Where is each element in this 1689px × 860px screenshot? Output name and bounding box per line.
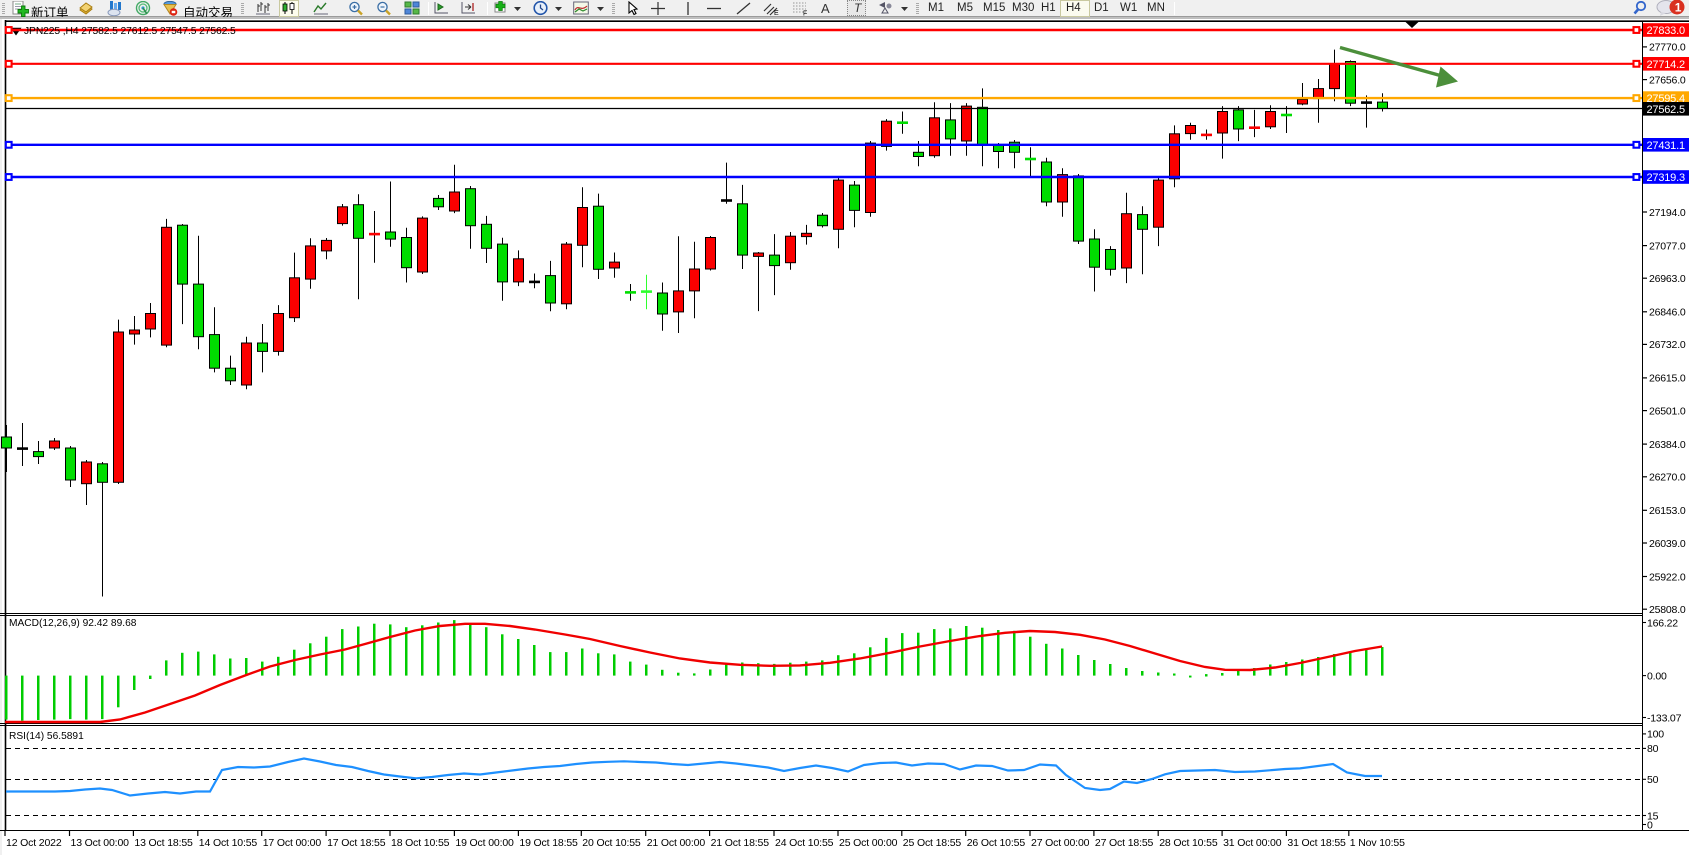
- svg-text:21 Oct 00:00: 21 Oct 00:00: [647, 837, 706, 849]
- svg-text:27656.0: 27656.0: [1649, 74, 1686, 86]
- svg-text:28 Oct 10:55: 28 Oct 10:55: [1159, 837, 1218, 849]
- svg-text:19 Oct 18:55: 19 Oct 18:55: [519, 837, 578, 849]
- svg-text:26039.0: 26039.0: [1649, 538, 1686, 550]
- svg-text:27431.1: 27431.1: [1647, 140, 1685, 152]
- svg-text:26615.0: 26615.0: [1649, 373, 1686, 385]
- svg-text:0: 0: [1647, 819, 1653, 831]
- svg-text:17 Oct 00:00: 17 Oct 00:00: [263, 837, 322, 849]
- svg-text:-133.07: -133.07: [1647, 712, 1682, 724]
- svg-text:15: 15: [1647, 810, 1659, 822]
- svg-text:100: 100: [1647, 729, 1664, 741]
- svg-text:21 Oct 18:55: 21 Oct 18:55: [711, 837, 770, 849]
- svg-text:14 Oct 10:55: 14 Oct 10:55: [199, 837, 258, 849]
- svg-text:31 Oct 00:00: 31 Oct 00:00: [1223, 837, 1282, 849]
- svg-text:27833.0: 27833.0: [1647, 25, 1685, 37]
- svg-text:25922.0: 25922.0: [1649, 571, 1686, 583]
- svg-text:31 Oct 18:55: 31 Oct 18:55: [1287, 837, 1346, 849]
- svg-text:27 Oct 18:55: 27 Oct 18:55: [1095, 837, 1154, 849]
- svg-text:27770.0: 27770.0: [1649, 42, 1686, 54]
- svg-text:80: 80: [1647, 743, 1659, 755]
- svg-text:MACD(12,26,9) 92.42 89.68: MACD(12,26,9) 92.42 89.68: [9, 618, 137, 629]
- svg-text:JPN225 ,H4 27582.5 27612.5 27: JPN225 ,H4 27582.5 27612.5 27547.5 27562…: [24, 26, 236, 37]
- svg-text:13 Oct 18:55: 13 Oct 18:55: [134, 837, 193, 849]
- svg-text:1: 1: [1675, 1, 1682, 15]
- svg-text:26846.0: 26846.0: [1649, 307, 1686, 319]
- svg-text:0.00: 0.00: [1647, 670, 1667, 682]
- svg-text:26384.0: 26384.0: [1649, 439, 1686, 451]
- svg-text:25 Oct 18:55: 25 Oct 18:55: [903, 837, 962, 849]
- svg-text:12 Oct 2022: 12 Oct 2022: [6, 837, 62, 849]
- svg-text:17 Oct 18:55: 17 Oct 18:55: [327, 837, 386, 849]
- svg-text:26732.0: 26732.0: [1649, 339, 1686, 351]
- svg-text:166.22: 166.22: [1647, 617, 1678, 629]
- svg-text:50: 50: [1647, 774, 1659, 786]
- svg-text:13 Oct 00:00: 13 Oct 00:00: [71, 837, 130, 849]
- svg-text:25808.0: 25808.0: [1649, 604, 1686, 616]
- svg-text:27077.0: 27077.0: [1649, 240, 1686, 252]
- svg-text:RSI(14) 56.5891: RSI(14) 56.5891: [9, 731, 84, 742]
- svg-text:20 Oct 10:55: 20 Oct 10:55: [582, 837, 641, 849]
- svg-text:1 Nov 10:55: 1 Nov 10:55: [1350, 837, 1405, 849]
- svg-text:24 Oct 10:55: 24 Oct 10:55: [775, 837, 834, 849]
- svg-text:26501.0: 26501.0: [1649, 405, 1686, 417]
- svg-text:27194.0: 27194.0: [1649, 207, 1686, 219]
- svg-text:F: F: [803, 11, 807, 18]
- svg-text:26270.0: 26270.0: [1649, 472, 1686, 484]
- svg-text:27 Oct 00:00: 27 Oct 00:00: [1031, 837, 1090, 849]
- svg-text:27562.5: 27562.5: [1647, 104, 1685, 116]
- svg-text:26963.0: 26963.0: [1649, 273, 1686, 285]
- svg-text:27319.3: 27319.3: [1647, 172, 1685, 184]
- svg-text:26153.0: 26153.0: [1649, 505, 1686, 517]
- svg-text:26 Oct 10:55: 26 Oct 10:55: [967, 837, 1026, 849]
- svg-text:E: E: [774, 10, 779, 17]
- svg-text:18 Oct 10:55: 18 Oct 10:55: [391, 837, 450, 849]
- svg-text:27714.2: 27714.2: [1647, 59, 1685, 71]
- svg-text:25 Oct 00:00: 25 Oct 00:00: [839, 837, 898, 849]
- svg-text:19 Oct 00:00: 19 Oct 00:00: [455, 837, 514, 849]
